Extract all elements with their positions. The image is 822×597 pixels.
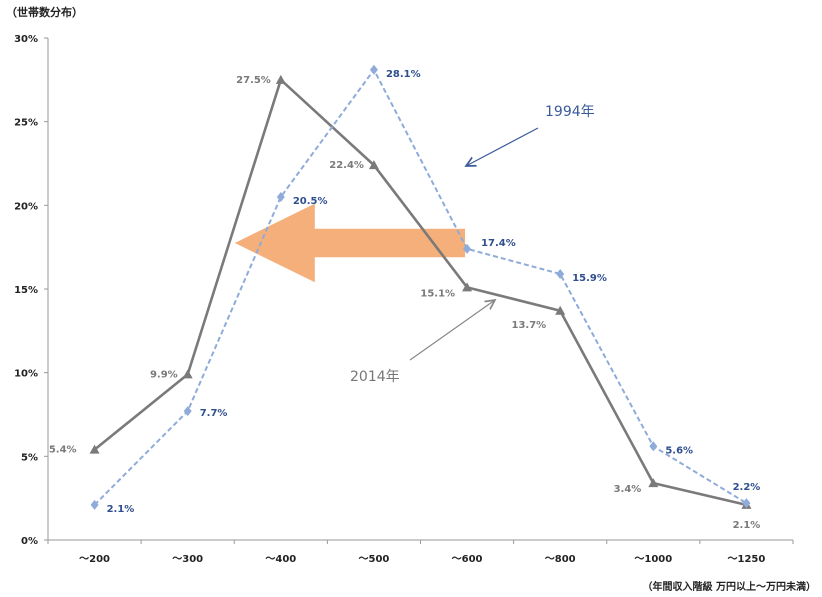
series-point-1 <box>369 64 378 75</box>
series-point-1 <box>556 268 565 279</box>
y-axis-title: （世帯数分布） <box>6 6 83 19</box>
y-tick-label: 30% <box>14 34 38 45</box>
data-label-0: 22.4% <box>329 160 364 171</box>
x-tick-label: ～200 <box>79 554 110 565</box>
series-point-0 <box>182 369 193 379</box>
data-label-0: 15.1% <box>420 288 455 299</box>
data-label-1: 2.2% <box>733 482 761 493</box>
data-label-0: 27.5% <box>236 75 271 86</box>
series-tag-1994: 1994年 <box>545 104 595 120</box>
data-label-1: 17.4% <box>481 238 516 249</box>
y-tick-label: 20% <box>14 201 38 212</box>
data-label-0: 5.4% <box>49 445 77 456</box>
data-label-0: 9.9% <box>150 369 178 380</box>
series-tag-2014: 2014年 <box>350 369 400 385</box>
data-label-1: 15.9% <box>572 273 607 284</box>
series-tag-1994-arrow <box>466 127 539 166</box>
y-tick-label: 15% <box>14 285 38 296</box>
series-point-0 <box>89 444 100 454</box>
data-label-0: 13.7% <box>511 320 546 331</box>
data-label-0: 3.4% <box>614 484 642 495</box>
x-tick-label: ～300 <box>172 554 203 565</box>
x-tick-label: ～1000 <box>634 554 672 565</box>
series-layer <box>89 64 752 510</box>
series-point-0 <box>462 282 473 292</box>
x-tick-label: ～600 <box>452 554 483 565</box>
series-point-1 <box>183 406 192 417</box>
data-label-1: 5.6% <box>665 445 693 456</box>
annotations: 1994年 2014年 <box>234 104 595 385</box>
x-tick-label: ～400 <box>265 554 296 565</box>
shift-arrow <box>234 203 466 283</box>
series-point-0 <box>368 160 379 170</box>
data-label-1: 2.1% <box>107 504 135 515</box>
y-tick-label: 5% <box>21 452 38 463</box>
axes: 0% 5% 10% 15% 20% 25% 30% ～200 ～300 ～400 ～500 ～600 ～… <box>14 34 794 565</box>
data-labels: 5.4% 9.9% 27.5% 22.4% 15.1% 13.7% 3.4% 2.1% 2.1%… <box>49 69 760 531</box>
data-label-1: 28.1% <box>386 69 421 80</box>
data-label-1: 7.7% <box>200 408 228 419</box>
series-point-0 <box>648 478 659 488</box>
x-tick-label: ～800 <box>545 554 576 565</box>
series-point-1 <box>90 499 99 510</box>
x-tick-label: ～1250 <box>728 554 766 565</box>
x-axis-title: （年間収入階級 万円以上～万円未満） <box>642 582 816 593</box>
x-tick-label: ～500 <box>359 554 390 565</box>
series-point-1 <box>276 191 285 202</box>
series-point-0 <box>275 74 286 84</box>
y-tick-label: 0% <box>21 536 38 547</box>
data-label-0: 2.1% <box>733 520 761 531</box>
series-point-0 <box>555 305 566 315</box>
y-tick-label: 10% <box>14 369 38 380</box>
series-point-1 <box>463 243 472 254</box>
series-point-1 <box>649 441 658 452</box>
series-point-1 <box>742 498 751 509</box>
series-line-1 <box>93 67 747 506</box>
data-label-1: 20.5% <box>293 196 328 207</box>
y-tick-label: 25% <box>14 118 38 129</box>
series-tag-2014-arrow <box>409 300 495 361</box>
series-line-0 <box>93 77 747 507</box>
